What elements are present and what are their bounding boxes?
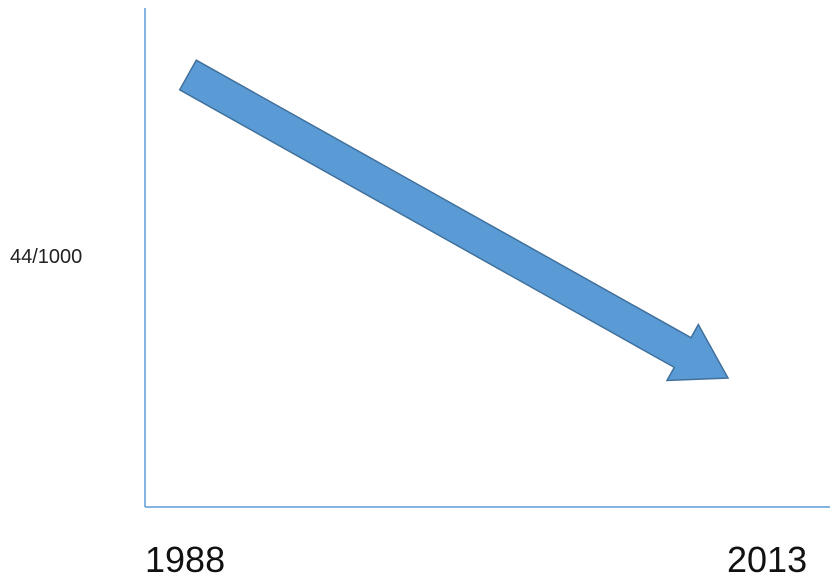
- x-tick-label-end: 2013: [727, 539, 807, 579]
- downward-trend-arrow: [178, 59, 730, 382]
- x-tick-label-start: 1988: [145, 539, 225, 579]
- y-axis-annotation: 44/1000: [10, 246, 82, 268]
